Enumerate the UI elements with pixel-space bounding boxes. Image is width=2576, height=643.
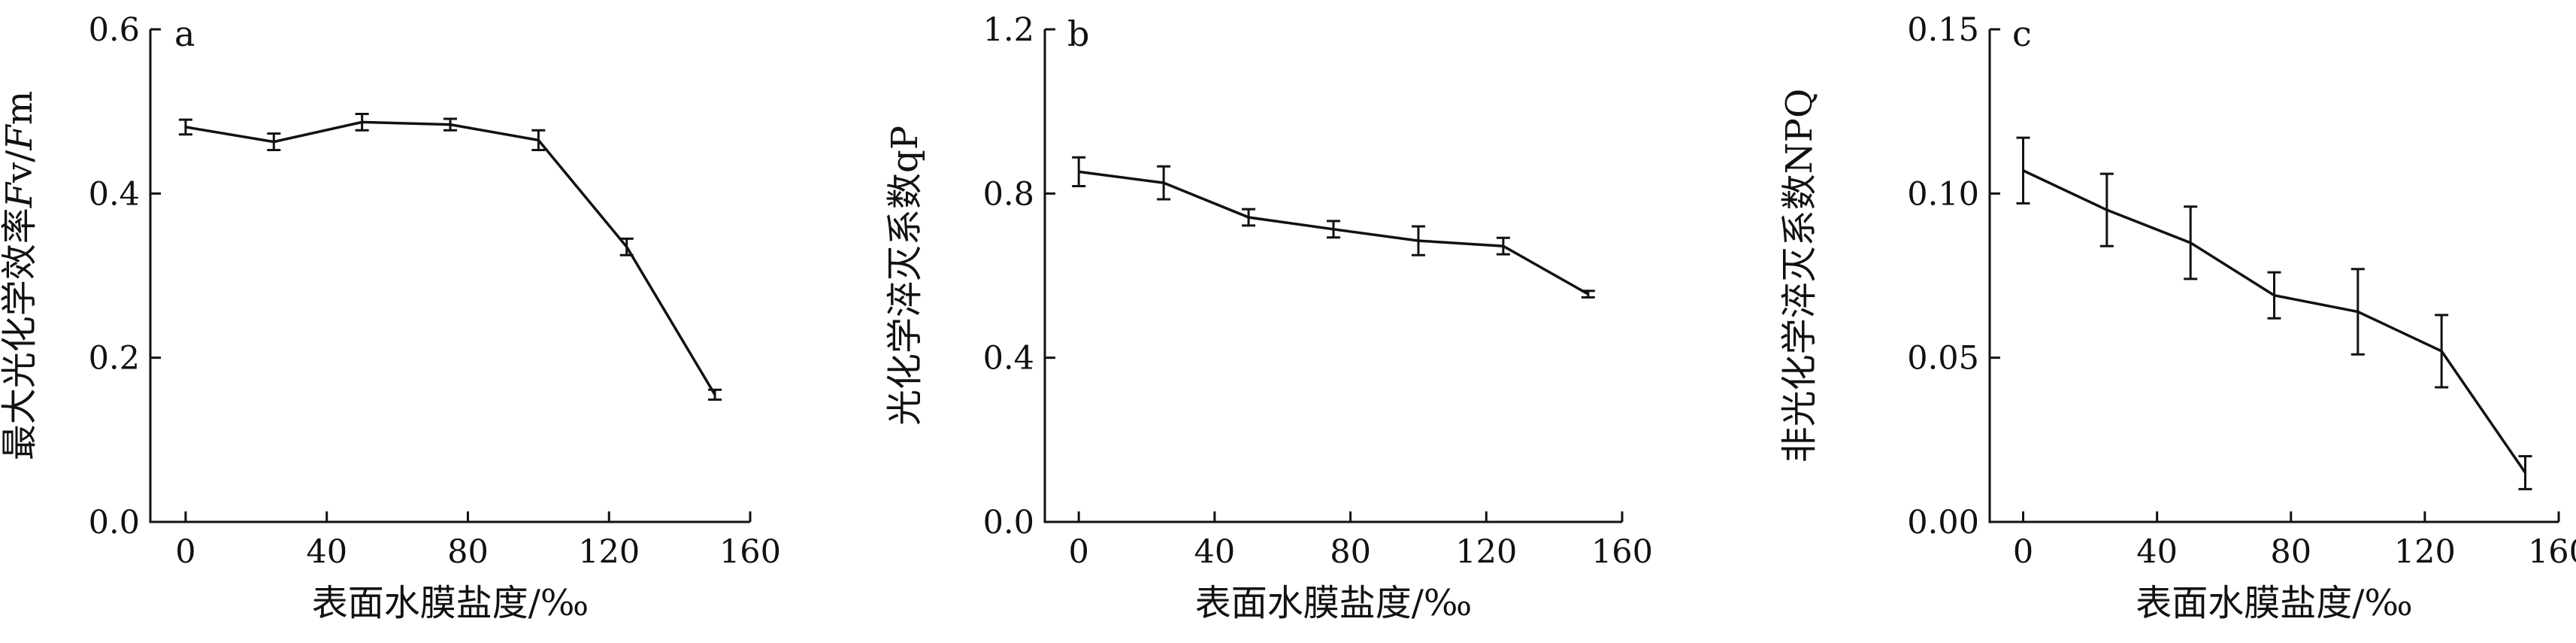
error-bar <box>2099 172 2114 247</box>
error-bar <box>2267 271 2281 320</box>
error-bar <box>1581 290 1595 299</box>
x-tick-label: 160 <box>719 533 781 571</box>
error-bar <box>619 237 634 256</box>
y-axis-label-part: v/ <box>0 150 41 183</box>
x-tick-label: 0 <box>2013 533 2033 571</box>
y-tick-label: 0.4 <box>89 175 140 213</box>
x-tick-label: 160 <box>2528 533 2576 571</box>
x-axis-label: 表面水膜盐度/‰ <box>312 582 589 624</box>
y-axis-label: 最大光化学效率Fv/Fm <box>0 91 41 460</box>
panel-letter: b <box>1067 14 1089 54</box>
x-axis-label: 表面水膜盐度/‰ <box>2136 582 2413 624</box>
y-tick-label: 0.0 <box>89 504 140 541</box>
error-bar <box>2518 455 2532 490</box>
error-bar <box>1327 220 1340 239</box>
y-tick-label: 0.15 <box>1907 11 1979 49</box>
error-bar <box>1242 208 1256 227</box>
error-bar <box>355 112 369 132</box>
y-tick-label: 0.10 <box>1907 175 1979 213</box>
y-axis-label-part: 非光化学淬灭系数NPQ <box>1778 89 1821 463</box>
x-tick-label: 80 <box>2270 533 2311 571</box>
error-bar <box>1496 236 1510 256</box>
error-bar <box>267 132 281 151</box>
axis-spines <box>149 29 750 523</box>
y-axis-label-part: 最大光化学效率 <box>0 208 41 460</box>
y-tick-label: 1.2 <box>983 11 1034 49</box>
error-bar <box>443 117 457 132</box>
y-axis-label-part: m <box>0 91 41 126</box>
y-tick-label: 0.2 <box>89 340 140 378</box>
x-tick-label: 0 <box>175 533 195 571</box>
y-axis-label-part: F <box>0 124 41 151</box>
y-axis-label-part: 光化学淬灭系数qP <box>884 126 926 426</box>
series-line <box>185 120 716 396</box>
error-bar <box>531 129 546 151</box>
x-tick-label: 80 <box>447 533 489 571</box>
y-axis-label: 非光化学淬灭系数NPQ <box>1778 89 1821 463</box>
y-tick-label: 0.6 <box>89 11 140 49</box>
y-tick-label: 0.00 <box>1907 504 1979 541</box>
error-bar <box>1157 165 1171 201</box>
panel-letter: a <box>174 14 195 54</box>
error-bar <box>1072 156 1086 188</box>
y-axis-label: 光化学淬灭系数qP <box>884 126 926 426</box>
x-tick-label: 120 <box>578 533 640 571</box>
axis-spines <box>1043 29 1622 523</box>
error-bar <box>708 388 722 401</box>
x-tick-label: 0 <box>1068 533 1088 571</box>
y-tick-label: 0.8 <box>983 175 1034 213</box>
error-bar <box>2184 205 2198 281</box>
panel-c: 0.00 0.05 0.10 0.15 0 40 80 120 160 c 表面水膜盐度/‰ 非光化学… <box>1778 11 2576 624</box>
y-axis-label-part: F <box>0 181 41 208</box>
error-bar <box>2435 314 2449 389</box>
panel-a: 0.00.20.40.60 40 80 120 160a表面水膜盐度/‰最大光化学效率F… <box>0 11 781 624</box>
y-tick-label: 0.4 <box>983 340 1034 378</box>
panel-b: 0.0 0.4 0.8 1.2 0 40 80 120 160 b 表面水膜盐度/‰ 光化学淬灭系数q… <box>884 11 1653 624</box>
y-tick-label: 0.0 <box>983 504 1034 541</box>
x-tick-label: 120 <box>2394 533 2456 571</box>
x-tick-label: 40 <box>2136 533 2178 571</box>
error-bar <box>2016 136 2030 205</box>
series-line <box>2022 169 2526 474</box>
x-tick-label: 80 <box>1330 533 1371 571</box>
error-bar <box>178 118 192 136</box>
error-bar <box>1411 225 1425 256</box>
x-tick-label: 120 <box>1455 533 1517 571</box>
x-tick-label: 160 <box>1591 533 1653 571</box>
x-axis-label: 表面水膜盐度/‰ <box>1195 582 1473 624</box>
x-tick-label: 40 <box>306 533 347 571</box>
y-tick-label: 0.05 <box>1907 340 1979 378</box>
panel-letter: c <box>2012 14 2032 54</box>
x-tick-label: 40 <box>1194 533 1236 571</box>
error-bar <box>2350 268 2365 356</box>
